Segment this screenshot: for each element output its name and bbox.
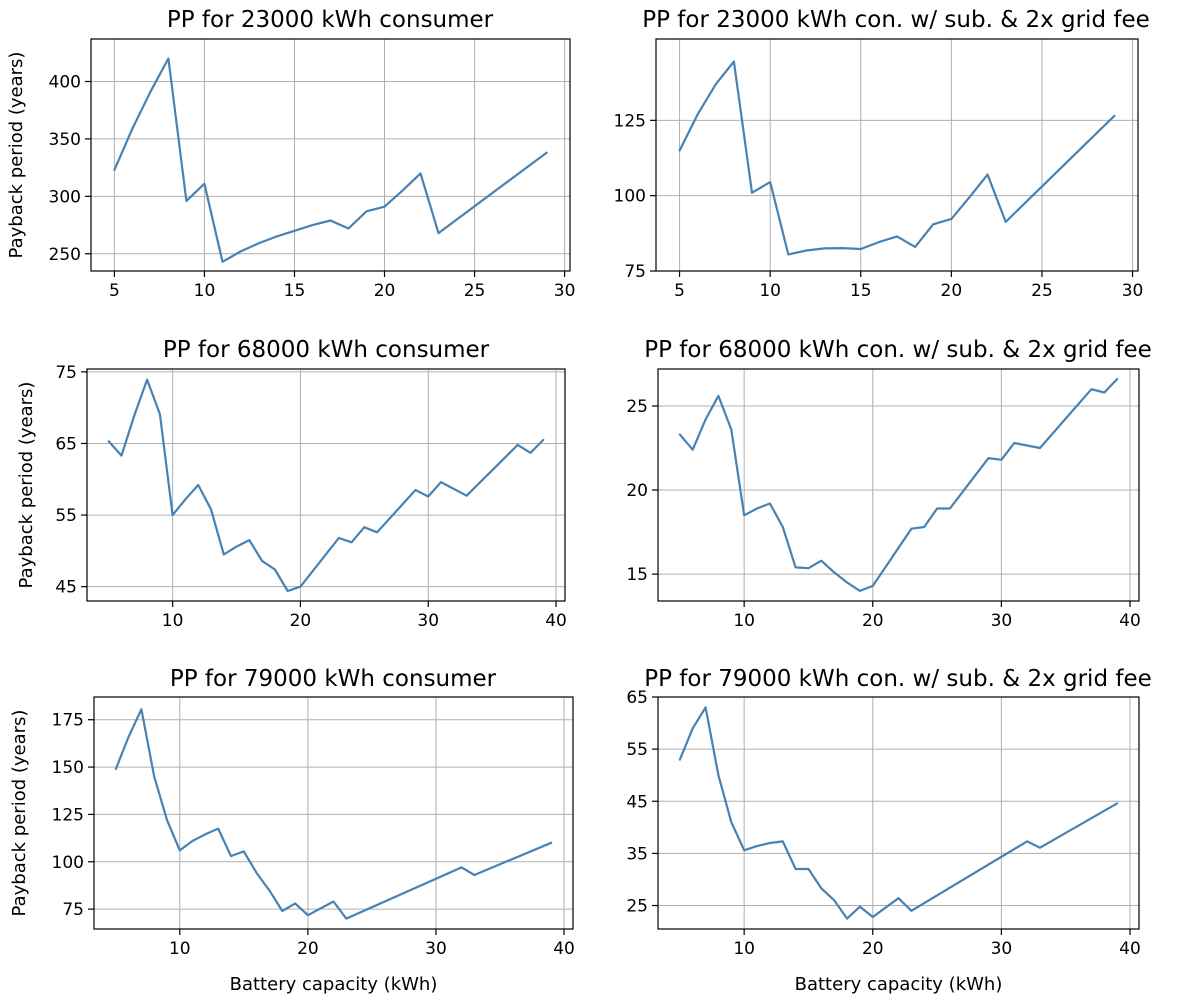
plot-frame [657, 696, 1140, 930]
y-tick-label: 20 [626, 481, 648, 501]
series-line [114, 708, 553, 920]
x-tick-label: 40 [1119, 611, 1141, 631]
y-tick-label: 100 [614, 187, 646, 207]
y-tick-label: 75 [55, 363, 77, 383]
x-tick-label: 20 [290, 611, 312, 631]
x-tick-label: 25 [464, 281, 486, 301]
y-tick-label: 175 [52, 711, 84, 731]
subplot-3: 10 20 30 40 45 55 65 75 PP for 68000 kWh consume… [16, 337, 567, 631]
y-tick-label: 65 [626, 688, 648, 708]
chart-title: PP for 68000 kWh con. w/ sub. & 2x grid … [644, 337, 1152, 363]
series-line [678, 706, 1119, 920]
y-tick-label: 75 [624, 262, 646, 282]
x-tick-label: 40 [1119, 939, 1141, 959]
x-tick-label: 30 [1122, 281, 1144, 301]
y-axis-label: Payback period (years) [9, 710, 30, 917]
chart-title: PP for 68000 kWh consumer [163, 337, 490, 363]
x-axis-label: Battery capacity (kWh) [230, 974, 438, 995]
series-line [107, 378, 545, 593]
x-tick-label: 10 [162, 611, 184, 631]
subplot-4: 10 20 30 40 15 20 25 PP for 68000 kWh con. w/ s… [626, 337, 1151, 631]
y-tick-label: 125 [614, 111, 646, 131]
y-tick-label: 65 [55, 434, 77, 454]
plot-frame [657, 368, 1140, 602]
y-tick-label: 55 [55, 506, 77, 526]
x-tick-label: 15 [850, 281, 872, 301]
x-tick-label: 25 [1031, 281, 1053, 301]
y-tick-label: 35 [626, 844, 648, 864]
x-tick-label: 10 [759, 281, 781, 301]
plot-frame [90, 38, 571, 272]
y-tick-label: 15 [626, 565, 648, 585]
y-tick-label: 25 [626, 397, 648, 417]
x-tick-label: 30 [425, 939, 447, 959]
x-tick-label: 10 [194, 281, 216, 301]
x-axis-label: Battery capacity (kWh) [795, 974, 1003, 995]
x-tick-label: 40 [545, 611, 567, 631]
chart-title: PP for 79000 kWh con. w/ sub. & 2x grid … [644, 666, 1152, 692]
series-line [113, 57, 548, 263]
y-tick-label: 150 [52, 758, 84, 778]
x-tick-label: 30 [991, 939, 1013, 959]
x-tick-label: 40 [553, 939, 575, 959]
x-tick-label: 30 [417, 611, 439, 631]
x-tick-label: 20 [862, 611, 884, 631]
y-tick-label: 75 [62, 900, 84, 920]
x-tick-label: 30 [991, 611, 1013, 631]
series-line [678, 378, 1119, 593]
y-tick-label: 350 [49, 130, 81, 150]
y-axis-label: Payback period (years) [16, 382, 37, 589]
y-tick-label: 250 [49, 245, 81, 265]
subplot-1: 5 10 15 20 25 30 250 300 350 400 PP for 23000 kWh … [6, 7, 575, 301]
y-tick-label: 25 [626, 897, 648, 917]
x-tick-label: 20 [941, 281, 963, 301]
y-tick-label: 45 [626, 792, 648, 812]
chart-title: PP for 79000 kWh consumer [170, 666, 497, 692]
x-tick-label: 10 [169, 939, 191, 959]
x-tick-label: 5 [109, 281, 120, 301]
chart-title: PP for 23000 kWh consumer [167, 7, 494, 33]
series-line [678, 60, 1116, 256]
subplot-2: 5 10 15 20 25 30 75 100 125 PP for 23000 kWh con.… [614, 7, 1150, 301]
y-tick-label: 55 [626, 740, 648, 760]
plot-frame [86, 368, 566, 602]
y-axis-label: Payback period (years) [6, 52, 27, 259]
x-tick-label: 10 [733, 611, 755, 631]
x-tick-label: 20 [374, 281, 396, 301]
y-tick-label: 45 [55, 578, 77, 598]
x-tick-label: 20 [862, 939, 884, 959]
plot-frame [93, 696, 574, 930]
y-tick-label: 300 [49, 187, 81, 207]
y-tick-label: 100 [52, 853, 84, 873]
x-tick-label: 30 [554, 281, 576, 301]
subplot-5: 10 20 30 40 75 100 125 150 175 PP for 79000 kWh c… [9, 666, 575, 995]
plot-frame [655, 38, 1139, 272]
chart-title: PP for 23000 kWh con. w/ sub. & 2x grid … [642, 7, 1150, 33]
x-tick-label: 20 [297, 939, 319, 959]
y-tick-label: 400 [49, 72, 81, 92]
y-tick-label: 125 [52, 805, 84, 825]
x-tick-label: 5 [674, 281, 685, 301]
x-tick-label: 10 [733, 939, 755, 959]
x-tick-label: 15 [284, 281, 306, 301]
